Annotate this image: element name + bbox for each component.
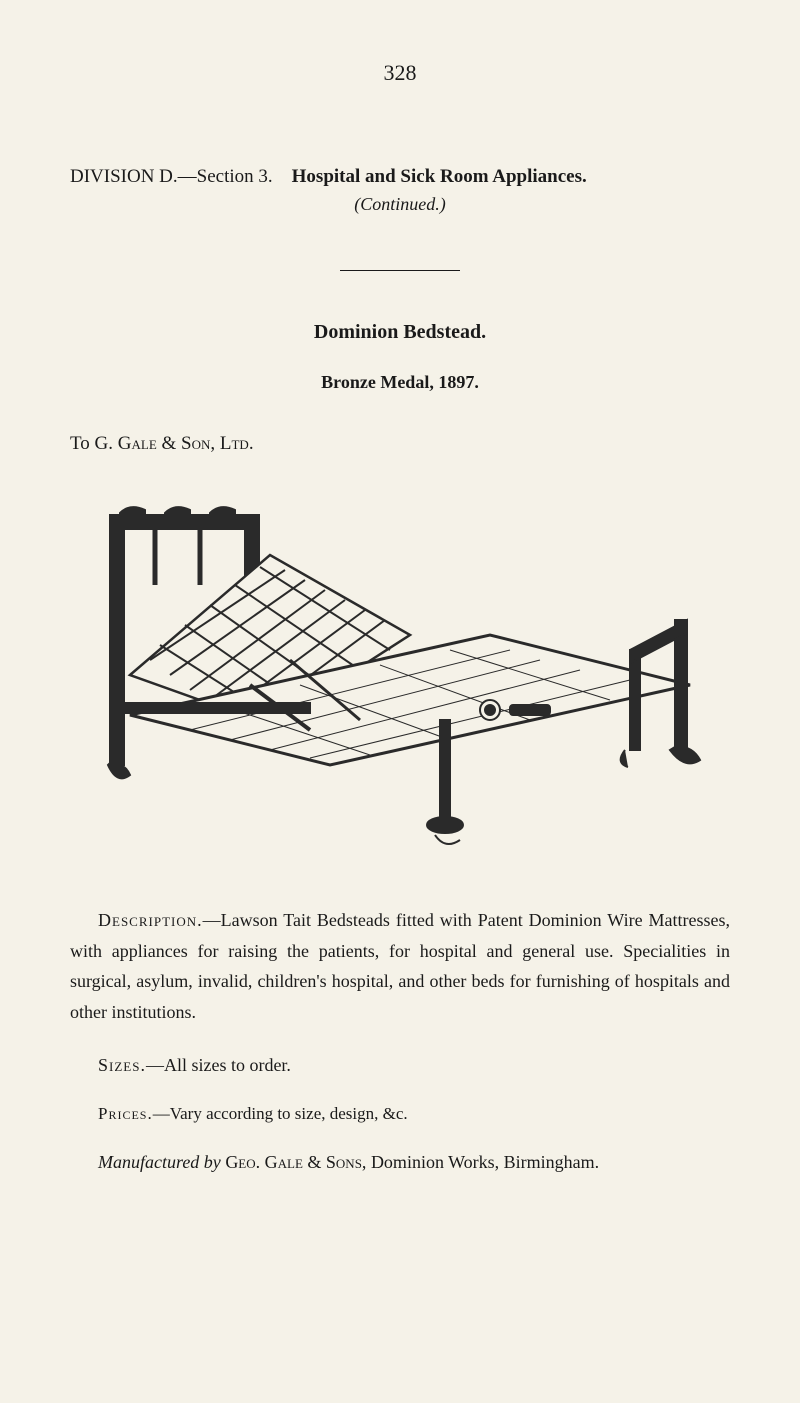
- prices-label: Prices.: [98, 1104, 153, 1123]
- continued-label: (Continued.): [70, 194, 730, 215]
- sizes-line: Sizes.—All sizes to order.: [70, 1055, 730, 1076]
- prices-line: Prices.—Vary according to size, design, …: [70, 1104, 730, 1124]
- recipient-line: To G. Gale & Son, Ltd.: [70, 433, 730, 455]
- prices-text: —Vary according to size, design, &c.: [153, 1104, 408, 1123]
- section-title: Hospital and Sick Room Appliances.: [292, 166, 587, 187]
- medal-text: Bronze Medal, 1897.: [70, 372, 730, 393]
- page-number: 328: [70, 60, 730, 86]
- sizes-label: Sizes.: [98, 1055, 146, 1075]
- product-name: Dominion Bedstead.: [70, 321, 730, 344]
- manufactured-prefix: Manufactured by: [98, 1152, 225, 1172]
- manufactured-line: Manufactured by Geo. Gale & Sons, Domini…: [70, 1152, 730, 1173]
- manufactured-company: Geo. Gale & Sons,: [225, 1152, 366, 1172]
- description-paragraph: Description.—Lawson Tait Bedsteads fitte…: [70, 905, 730, 1027]
- bedstead-illustration: [70, 485, 730, 865]
- description-label: Description.: [98, 910, 203, 930]
- divider-rule: [340, 270, 460, 271]
- division-heading: DIVISION D.—Section 3. Hospital and Sick…: [70, 166, 730, 188]
- recipient-name: Gale & Son, Ltd.: [118, 433, 254, 454]
- division-label: DIVISION D.—Section 3.: [70, 166, 273, 187]
- manufactured-location: Dominion Works, Birmingham.: [366, 1152, 599, 1172]
- recipient-prefix: To G.: [70, 433, 118, 454]
- sizes-text: —All sizes to order.: [146, 1055, 291, 1075]
